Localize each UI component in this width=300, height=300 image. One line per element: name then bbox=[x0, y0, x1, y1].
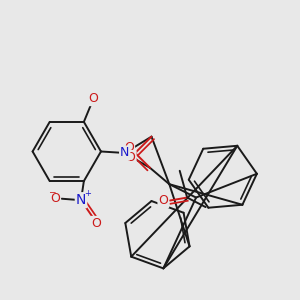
Text: O: O bbox=[126, 151, 136, 164]
Text: +: + bbox=[84, 189, 91, 198]
Text: N: N bbox=[76, 193, 86, 207]
Text: O: O bbox=[124, 140, 134, 154]
Text: O: O bbox=[50, 192, 60, 205]
Text: O: O bbox=[88, 92, 98, 105]
Text: −: − bbox=[48, 188, 56, 197]
Text: O: O bbox=[158, 194, 168, 207]
Text: O: O bbox=[91, 217, 101, 230]
Text: N: N bbox=[120, 146, 129, 160]
